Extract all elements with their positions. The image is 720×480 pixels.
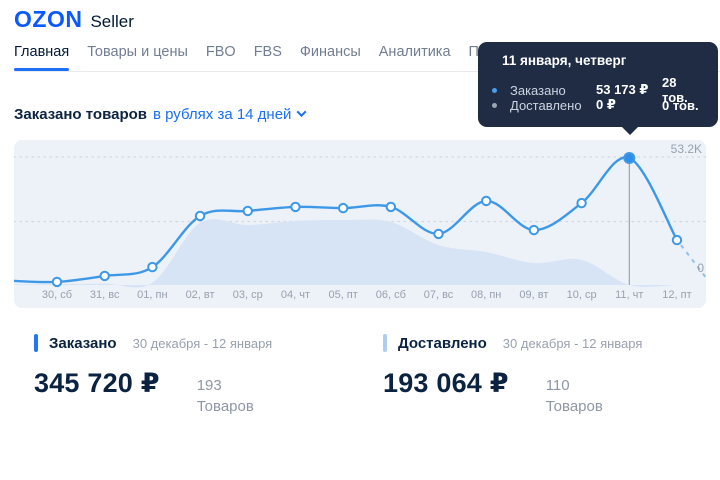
x-axis-label: 10, ср: [567, 289, 597, 301]
ordered-stat-header: Заказано 30 декабря - 12 января: [34, 334, 272, 352]
x-axis-label: 12, пт: [662, 289, 691, 301]
tooltip-ordered-label: Заказано: [510, 82, 566, 98]
chart-marker[interactable]: [242, 205, 253, 217]
delivered-count: 110 Товаров: [546, 375, 603, 418]
delivered-stat-period: 30 декабря - 12 января: [502, 335, 643, 351]
tooltip-delivered-label: Доставлено: [510, 97, 582, 113]
chart-marker[interactable]: [147, 261, 158, 273]
x-axis-label: 07, вс: [424, 289, 454, 301]
ordered-count-label: Товаров: [196, 398, 254, 416]
tooltip-row-delivered: Доставлено 0 ₽ 0 тов.: [492, 95, 704, 115]
chart-marker[interactable]: [481, 195, 492, 207]
x-axis-label: 31, вс: [90, 289, 120, 301]
chart-marker[interactable]: [337, 202, 349, 214]
ordered-stat-body: 345 720 ₽ 193 Товаров: [34, 368, 272, 418]
y-max-label: 53.2K: [671, 142, 702, 156]
delivered-legend-bar-icon: [383, 334, 387, 352]
nav-tab-fbs[interactable]: FBS: [253, 44, 282, 60]
nav-tab-glavnaya[interactable]: Главная: [14, 44, 70, 71]
nav-tab-analitika[interactable]: Аналитика: [378, 44, 451, 60]
ordered-legend-bar-icon: [34, 334, 38, 352]
ordered-amount: 345 720 ₽: [34, 368, 160, 398]
nav-tab-finansy[interactable]: Финансы: [299, 44, 361, 60]
x-axis-label: 01, пн: [137, 289, 167, 301]
delivered-amount: 193 064 ₽: [383, 368, 509, 398]
ordered-dot-icon: [492, 87, 497, 93]
tooltip-date-title: 11 января, четверг: [502, 53, 627, 68]
chevron-down-icon: [296, 106, 307, 117]
x-axis-label: 30, сб: [42, 289, 72, 301]
chart-marker[interactable]: [433, 228, 444, 240]
chart-marker[interactable]: [528, 224, 540, 236]
delivered-dot-icon: [492, 102, 497, 108]
tooltip-row-ordered: Заказано 53 173 ₽ 28 тов.: [492, 75, 704, 105]
chart-section-header: Заказано товаров в рублях за 14 дней: [14, 106, 307, 123]
chart-marker-highlighted[interactable]: [623, 152, 636, 164]
x-axis-label: 09, вт: [519, 289, 548, 301]
chart-marker[interactable]: [290, 201, 301, 213]
x-axis-labels: 30, сб 31, вс 01, пн 02, вт 03, ср 04, чт 05, …: [42, 289, 692, 301]
chart-marker[interactable]: [671, 234, 683, 246]
x-axis-label: 04, чт: [281, 289, 310, 301]
x-axis-label: 03, ср: [233, 289, 263, 301]
chart-marker[interactable]: [194, 210, 206, 222]
seller-logo-text: Seller: [90, 12, 134, 31]
ozon-logo-text: OZON: [14, 6, 83, 32]
ozon-seller-logo[interactable]: OZON Seller: [14, 6, 134, 33]
chart-title: Заказано товаров: [14, 106, 147, 123]
ordered-stat-block: Заказано 30 декабря - 12 января 345 720 …: [34, 334, 272, 418]
delivered-count-label: Товаров: [545, 398, 603, 416]
ordered-stat-label: Заказано: [49, 334, 117, 352]
chart-period-filter[interactable]: в рублях за 14 дней: [153, 106, 307, 123]
chart-marker[interactable]: [576, 197, 587, 209]
tooltip-delivered-count: 0 тов.: [662, 97, 699, 113]
delivered-stat-header: Доставлено 30 декабря - 12 января: [383, 334, 642, 352]
data-point-markers[interactable]: [51, 152, 683, 288]
nav-tab-fbo[interactable]: FBO: [205, 44, 236, 60]
tooltip-delivered-value: 0 ₽: [596, 97, 616, 112]
chart-tooltip: 11 января, четверг Заказано 53 173 ₽ 28 …: [478, 42, 718, 135]
ordered-count: 193 Товаров: [197, 375, 254, 418]
delivered-count-value: 110: [545, 377, 570, 394]
tooltip-ordered-value: 53 173 ₽: [596, 82, 649, 97]
orders-chart-panel[interactable]: 30, сб 31, вс 01, пн 02, вт 03, ср 04, чт 05, …: [14, 140, 706, 308]
chart-marker[interactable]: [51, 276, 63, 288]
delivered-stat-block: Доставлено 30 декабря - 12 января 193 06…: [383, 334, 642, 418]
chart-period-filter-label: в рублях за 14 дней: [153, 106, 292, 123]
projection-dashed-line: [680, 244, 706, 280]
nav-tab-tovary-i-tseny[interactable]: Товары и цены: [87, 44, 188, 60]
x-axis-label: 02, вт: [186, 289, 215, 301]
ordered-count-value: 193: [196, 377, 222, 394]
main-navigation: Главная Товары и цены FBO FBS Финансы Ан…: [14, 44, 720, 72]
y-min-label: 0: [697, 261, 704, 275]
tooltip-ordered-count: 28 тов.: [662, 75, 688, 105]
chart-marker[interactable]: [99, 270, 110, 282]
x-axis-label: 06, сб: [376, 289, 406, 301]
delivered-stat-label: Доставлено: [398, 334, 487, 352]
x-axis-label: 11, чт: [615, 289, 643, 301]
x-axis-label: 08, пн: [471, 289, 501, 301]
delivered-stat-body: 193 064 ₽ 110 Товаров: [383, 368, 642, 418]
nav-tab-partial[interactable]: П: [468, 44, 479, 60]
ordered-stat-period: 30 декабря - 12 января: [132, 335, 273, 351]
x-axis-label: 05, пт: [328, 289, 357, 301]
delivered-area-series: [14, 219, 677, 288]
chart-marker[interactable]: [385, 201, 397, 213]
orders-line-chart[interactable]: 30, сб 31, вс 01, пн 02, вт 03, ср 04, чт 05, …: [14, 140, 706, 308]
